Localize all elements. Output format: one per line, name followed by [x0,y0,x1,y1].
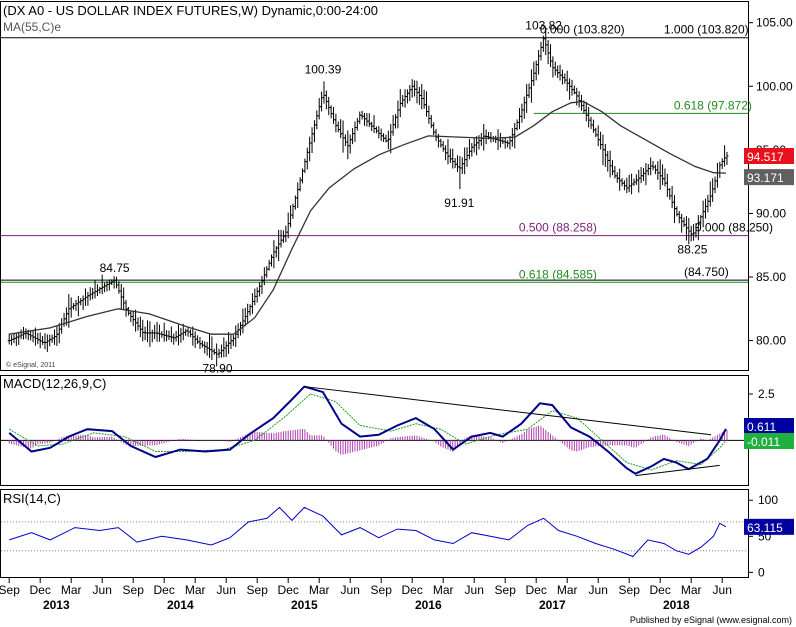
x-axis-month-label: Mar [557,583,578,597]
fib-label: 0.000 (103.820) [540,23,625,37]
ma55-line [9,100,726,335]
x-axis-month-label: Jun [589,583,608,597]
x-axis-year-label: 2018 [663,598,690,612]
ma-value-badge [744,169,794,186]
ma-value: 93.171 [747,171,784,185]
x-axis-month-label: Dec [30,583,51,597]
price-axis-label: 85.00 [756,270,786,284]
rsi-value: 63.115 [747,521,783,535]
x-axis-month-label: Mar [185,583,206,597]
x-axis-month-label: Mar [681,583,702,597]
fib-label: (84.750) [684,265,729,279]
macd-value: 0.611 [747,420,776,434]
current-price-value: 94.517 [747,150,784,164]
x-axis-month-label: Mar [309,583,330,597]
x-axis-month-label: Dec [154,583,175,597]
x-axis-year-label: 2016 [415,598,442,612]
price-axis-label: 105.00 [756,16,793,30]
x-axis-month-label: Sep [495,583,517,597]
x-axis-month-label: Sep [619,583,641,597]
x-axis-month-label: Dec [402,583,423,597]
current-price-badge [744,147,794,164]
x-axis-month-label: Sep [123,583,145,597]
swing-level-label: 84.75 [100,261,130,275]
x-axis-month-label: Dec [650,583,671,597]
x-axis-month-label: Jun [713,583,732,597]
macd-signal-line [8,393,727,471]
x-axis-month-label: Jun [217,583,236,597]
rsi-axis-label: 100 [758,493,778,507]
swing-level-label: 103.82 [525,19,562,33]
x-axis-year-label: 2013 [43,598,70,612]
macd-value-badge [744,418,794,435]
rsi-value-badge [744,518,794,535]
x-axis-month-label: Dec [526,583,547,597]
rsi-line [9,506,727,558]
x-axis-year-label: 2015 [291,598,318,612]
x-axis-month-label: Jun [465,583,484,597]
x-axis-month-label: Sep [371,583,393,597]
swing-level-label: 78.90 [203,362,233,376]
fib-label: 0.618 (84.585) [519,267,597,281]
price-axis-label: 80.00 [756,334,786,348]
swing-level-label: 100.39 [305,62,342,76]
x-axis-month-label: Jun [93,583,112,597]
chart-title: (DX A0 - US DOLLAR INDEX FUTURES,W) Dyna… [3,3,378,18]
fib-label: 0.500 (88.258) [519,221,597,235]
macd-line [8,385,727,475]
fib-label: 1.000 (103.820) [664,23,749,37]
price-panel-frame [0,1,749,371]
signal-value-badge [744,433,794,450]
price-axis-label: 100.00 [756,79,793,93]
x-axis-month-label: Mar [433,583,454,597]
x-axis-year-label: 2017 [539,598,566,612]
ma-legend: MA(55,C)e [3,20,61,34]
x-axis-year-label: 2014 [167,598,194,612]
esignal-watermark: © eSignal, 2011 [6,361,56,369]
swing-level-label: 88.25 [677,243,707,257]
rsi-axis-label: 0 [758,565,765,579]
x-axis-month-label: Dec [278,583,299,597]
x-axis-month-label: Sep [247,583,269,597]
footer-credit: Published by eSignal (www.esignal.com) [630,615,792,625]
fib-label: 0.618 (97.872) [674,98,752,112]
x-axis: Sep Dec Mar Jun Sep Dec Mar Jun Sep Dec Mar Jun Sep D… [0,578,732,612]
signal-value: -0.011 [747,435,780,449]
macd-title: MACD(12,26,9,C) [3,376,106,391]
x-axis-month-label: Mar [61,583,82,597]
macd-panel: 2.5 0.611-0.011 [1,385,794,477]
x-axis-month-label: Jun [341,583,360,597]
swing-level-label: 91.91 [444,196,474,210]
macd-axis-label: 2.5 [758,387,775,401]
x-axis-month-label: Sep [0,583,20,597]
rsi-title: RSI(14,C) [3,491,61,506]
fib-label: 0.000 (88.250) [695,221,773,235]
macd-trendline [304,386,712,436]
macd-trendline [635,464,720,477]
price-axis-label: 90.00 [756,206,786,220]
